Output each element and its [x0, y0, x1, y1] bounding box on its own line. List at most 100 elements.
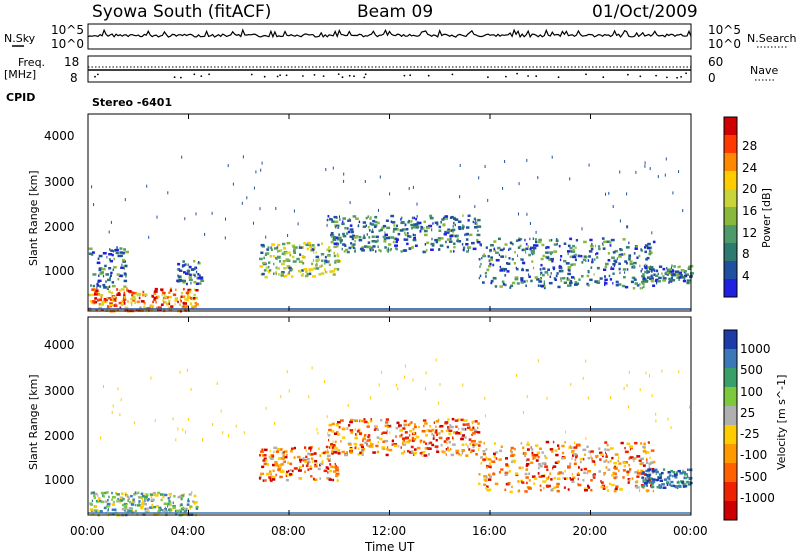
velocity-echo-cell: [580, 468, 583, 471]
velocity-echo-cell: [488, 462, 491, 465]
power-echo-cell: [457, 240, 462, 243]
power-echo-cell: [560, 269, 564, 273]
velocity-echo-cell: [271, 478, 276, 481]
power-echo-cell: [541, 243, 545, 247]
velocity-echo-cell: [564, 441, 566, 444]
power-echo-cell: [342, 243, 346, 246]
velocity-echo-cell: [308, 395, 310, 399]
velocity-echo-cell: [667, 417, 669, 421]
power-echo-cell: [410, 246, 414, 249]
velocity-echo-cell: [428, 429, 433, 433]
velocity-echo-cell: [670, 480, 674, 484]
power-echo-cell: [384, 231, 386, 234]
velocity-echo-cell: [125, 504, 127, 507]
velocity-echo-cell: [632, 457, 637, 460]
power-echo-cell: [180, 295, 183, 298]
power-echo-cell: [635, 170, 637, 174]
power-echo-cell: [333, 245, 337, 249]
velocity-echo-cell: [160, 498, 163, 502]
velocity-echo-cell: [182, 428, 184, 432]
velocity-echo-cell: [421, 430, 426, 433]
power-echo-cell: [118, 293, 121, 296]
velocity-echo-cell: [407, 423, 410, 427]
power-echo-cell: [569, 246, 573, 250]
power-echo-cell: [612, 263, 616, 266]
velocity-echo-cell: [435, 358, 437, 362]
power-echo-cell: [150, 305, 154, 308]
velocity-echo-cell: [587, 456, 591, 460]
power-echo-cell: [289, 253, 292, 257]
velocity-echo-cell: [448, 425, 453, 429]
velocity-echo-cell: [585, 359, 587, 363]
power-echo-cell: [336, 254, 340, 258]
velocity-echo-cell: [474, 420, 478, 423]
power-echo-cell: [291, 275, 294, 278]
velocity-echo-cell: [335, 472, 340, 476]
power-echo-cell: [517, 238, 521, 242]
velocity-ytick-3000: 3000: [44, 384, 75, 398]
power-echo-cell: [650, 270, 653, 273]
power-echo-cell: [457, 226, 461, 229]
velocity-echo-cell: [286, 453, 288, 457]
power-echo-cell: [492, 276, 496, 280]
power-echo-cell: [193, 293, 196, 297]
power-echo-cell: [502, 283, 505, 286]
x-axis: 00:00 04:00 08:00 12:00 16:00 20:00 00:00: [70, 114, 708, 538]
power-echo-cell: [324, 259, 328, 263]
velocity-echo-cell: [655, 412, 657, 416]
power-echo-cell: [596, 252, 599, 255]
power-echo-cell: [649, 266, 653, 269]
power-echo-cell: [232, 182, 234, 186]
power-echo-cell: [609, 241, 612, 244]
velocity-echo-cell: [569, 445, 572, 448]
velocity-echo-cell: [403, 438, 405, 441]
power-echo-cell: [382, 235, 387, 239]
power-echo-cell: [649, 277, 652, 281]
freq-tick-top: 18: [64, 55, 79, 69]
velocity-echo-cell: [146, 510, 150, 513]
nave-dot: [602, 76, 605, 79]
x-axis-label: Time UT: [364, 540, 415, 554]
power-echo-cell: [275, 272, 277, 276]
velocity-echo-cell: [546, 468, 549, 471]
velocity-echo-cell: [130, 503, 135, 506]
power-echo-cell: [451, 228, 456, 232]
power-echo-cell: [504, 274, 507, 277]
velocity-echo-cell: [584, 489, 588, 492]
velocity-echo-cell: [164, 508, 167, 511]
velocity-echo-cell: [119, 497, 122, 500]
power-echo-cell: [370, 248, 373, 252]
velocity-echo-cell: [260, 450, 264, 453]
velocity-echo-cell: [426, 429, 430, 432]
power-echo-cell: [556, 242, 558, 246]
power-echo-cell: [649, 267, 651, 271]
power-echo-cell: [500, 255, 505, 258]
velocity-echo-cell: [613, 466, 615, 470]
power-echo-cell: [580, 254, 583, 258]
velocity-echo-cell: [586, 471, 589, 475]
velocity-echo-cell: [263, 457, 267, 460]
power-echo-cell: [400, 221, 404, 225]
power-echo-cell: [116, 246, 118, 249]
power-echo-cell: [639, 287, 642, 290]
power-echo-cell: [395, 238, 399, 241]
velocity-echo-cell: [228, 434, 230, 437]
power-echo-cell: [348, 217, 351, 221]
power-echo-cell: [100, 309, 104, 312]
power-echo-cell: [615, 283, 619, 287]
power-echo-cell: [109, 290, 111, 294]
velocity-echo-cell: [348, 424, 351, 427]
velocity-echo-cell: [649, 461, 654, 464]
velocity-echo-cell: [504, 488, 507, 492]
power-echo-cell: [319, 265, 322, 268]
power-echo-cell: [167, 191, 169, 195]
velocity-echo-cell: [269, 470, 272, 473]
power-echo-cell: [196, 276, 198, 280]
velocity-echo-cell: [537, 455, 540, 459]
velocity-echo-cell: [317, 467, 321, 471]
power-echo-cell: [122, 298, 127, 302]
velocity-echo-cell: [510, 451, 514, 454]
power-echo-cell: [516, 282, 520, 285]
power-echo-cell: [644, 250, 647, 254]
velocity-echo-cell: [474, 430, 478, 434]
